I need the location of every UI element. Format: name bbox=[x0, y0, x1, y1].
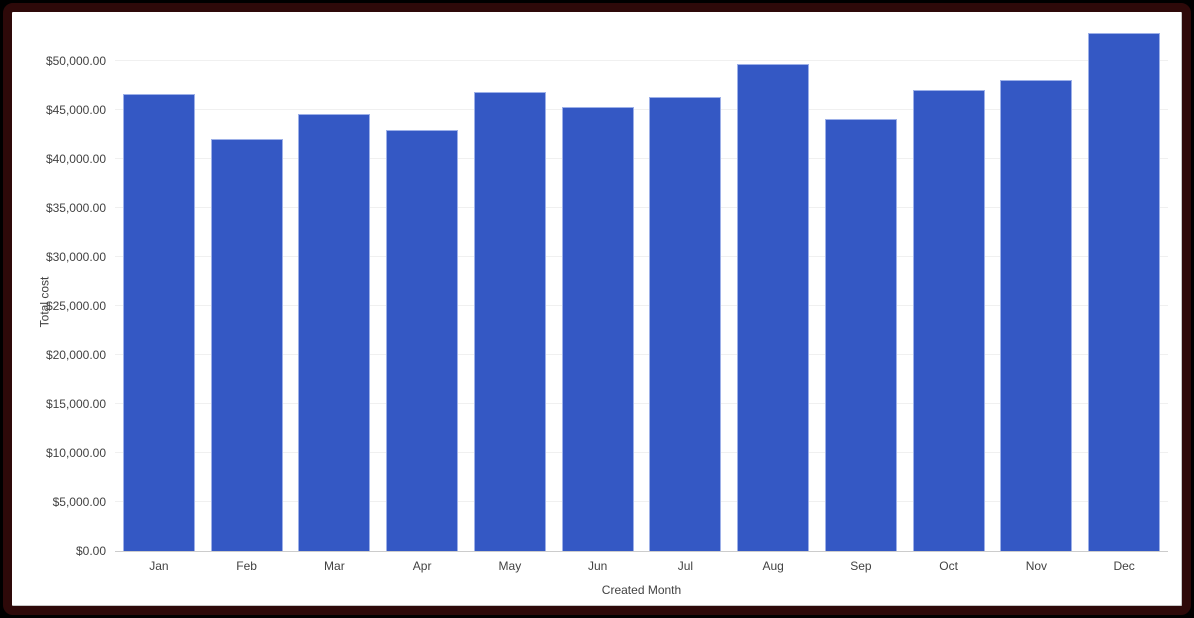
x-axis-title: Created Month bbox=[601, 583, 682, 597]
gridline bbox=[115, 501, 1168, 502]
y-tick-label: $0.00 bbox=[75, 544, 106, 558]
x-tick-label: Dec bbox=[1113, 559, 1135, 573]
plot-area bbox=[115, 12, 1168, 552]
gridline bbox=[115, 305, 1168, 306]
bar-slot-may bbox=[466, 12, 554, 551]
bar-feb[interactable] bbox=[210, 139, 283, 551]
x-tick-label: Mar bbox=[324, 559, 345, 573]
gridline bbox=[115, 452, 1168, 453]
gridline bbox=[115, 158, 1168, 159]
x-tick-label: Apr bbox=[412, 559, 432, 573]
bar-jun[interactable] bbox=[561, 107, 634, 551]
y-tick-label: $5,000.00 bbox=[52, 495, 106, 509]
y-tick-label: $45,000.00 bbox=[45, 103, 106, 117]
bar-slot-aug bbox=[729, 12, 817, 551]
bar-sep[interactable] bbox=[824, 118, 897, 551]
bar-apr[interactable] bbox=[386, 129, 459, 551]
bar-slot-sep bbox=[817, 12, 905, 551]
bar-dec[interactable] bbox=[1088, 32, 1161, 551]
window-frame: Total cost $0.00 $5,000.00 $10,000.00 $15,0… bbox=[3, 3, 1191, 615]
y-tick-label: $40,000.00 bbox=[45, 152, 106, 166]
x-tick-label: Aug bbox=[762, 559, 784, 573]
x-tick-label: Sep bbox=[850, 559, 872, 573]
y-axis: $0.00 $5,000.00 $10,000.00 $15,000.00 $20,00… bbox=[12, 12, 106, 558]
gridline bbox=[115, 354, 1168, 355]
bar-slot-feb bbox=[203, 12, 291, 551]
y-tick-label: $10,000.00 bbox=[45, 446, 106, 460]
bar-mar[interactable] bbox=[298, 113, 371, 551]
y-tick-label: $15,000.00 bbox=[45, 397, 106, 411]
bar-slot-oct bbox=[905, 12, 993, 551]
x-tick-label: Jan bbox=[149, 559, 169, 573]
y-tick-label: $20,000.00 bbox=[45, 348, 106, 362]
x-tick-label: May bbox=[498, 559, 522, 573]
gridline bbox=[115, 403, 1168, 404]
bar-slot-nov bbox=[993, 12, 1081, 551]
x-tick-label: Feb bbox=[236, 559, 257, 573]
bar-slot-dec bbox=[1080, 12, 1168, 551]
bar-nov[interactable] bbox=[1000, 79, 1073, 551]
bar-chart: Total cost $0.00 $5,000.00 $10,000.00 $15,0… bbox=[12, 12, 1182, 606]
y-tick-label: $50,000.00 bbox=[45, 54, 106, 69]
gridline bbox=[115, 109, 1168, 110]
bar-slot-jan bbox=[115, 12, 203, 551]
bar-jul[interactable] bbox=[649, 97, 722, 551]
x-tick-label: Jun bbox=[587, 559, 608, 573]
x-tick-label: Nov bbox=[1025, 559, 1048, 573]
bar-slot-mar bbox=[291, 12, 379, 551]
gridline bbox=[115, 256, 1168, 257]
bar-oct[interactable] bbox=[912, 90, 985, 551]
gridline bbox=[115, 60, 1168, 61]
x-tick-label: Oct bbox=[939, 559, 958, 573]
bar-jan[interactable] bbox=[122, 94, 195, 551]
bar-slot-apr bbox=[378, 12, 466, 551]
bars-container bbox=[115, 12, 1168, 551]
x-tick-label: Jul bbox=[677, 559, 694, 573]
bar-slot-jun bbox=[554, 12, 642, 551]
gridline bbox=[115, 207, 1168, 208]
x-axis: Jan Feb Mar Apr May Jun Jul Aug Sep Oct Nov Dec bbox=[115, 559, 1168, 573]
y-tick-label: $35,000.00 bbox=[45, 201, 106, 215]
bar-may[interactable] bbox=[473, 92, 546, 551]
y-tick-label: $25,000.00 bbox=[45, 299, 106, 314]
y-tick-label: $30,000.00 bbox=[45, 250, 106, 264]
bar-aug[interactable] bbox=[737, 63, 810, 551]
bar-slot-jul bbox=[642, 12, 730, 551]
